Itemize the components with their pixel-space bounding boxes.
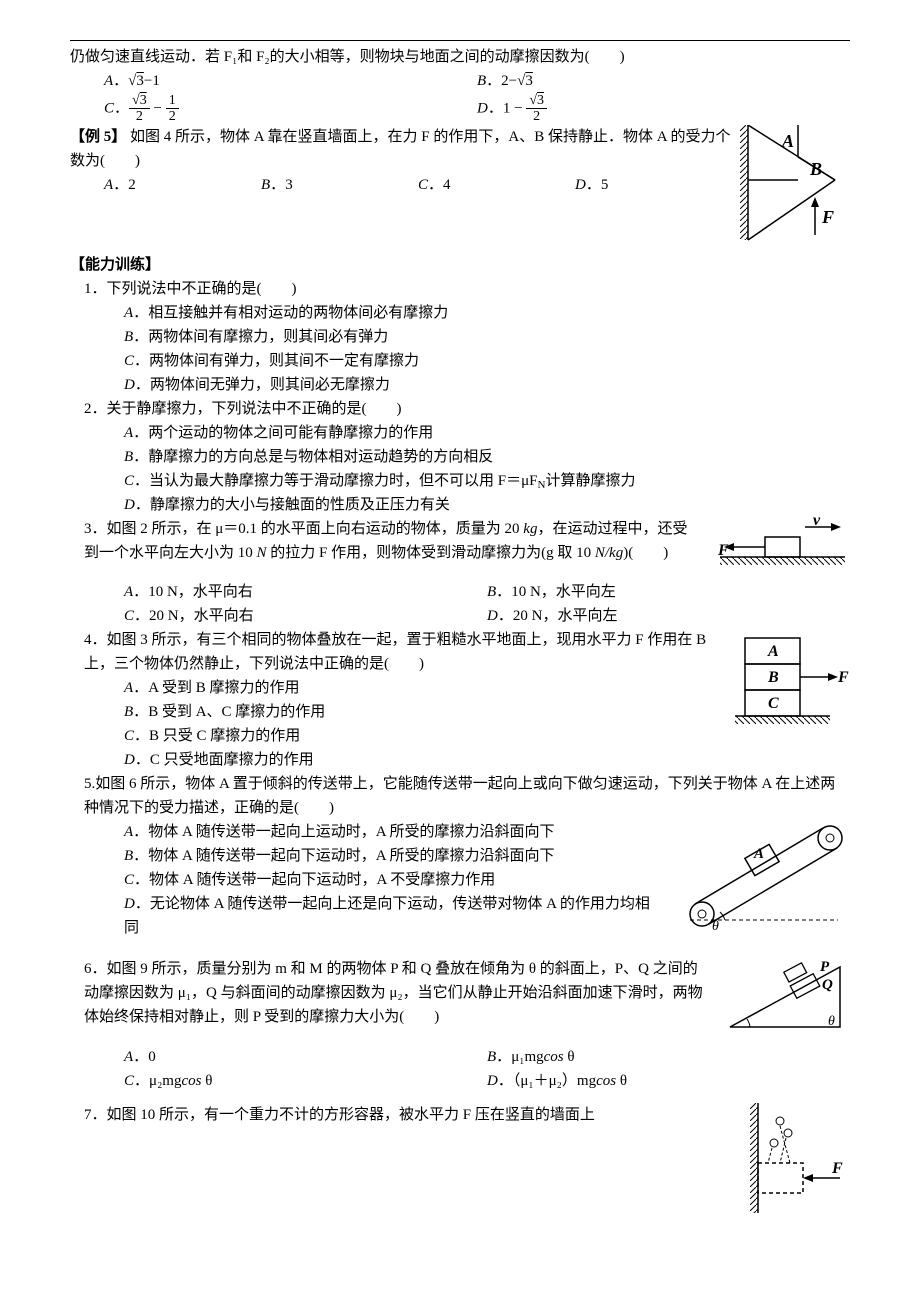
- opt-a: A．√3−1: [104, 69, 477, 93]
- opt-d: D．1 − √32: [477, 93, 850, 125]
- svg-text:Q: Q: [822, 977, 833, 993]
- label-A: A: [781, 131, 794, 151]
- q7-figure: F: [750, 1103, 850, 1221]
- opt-c: C．当认为最大静摩擦力等于滑动摩擦力时，但不可以用 F＝μFN计算静摩擦力: [124, 469, 850, 493]
- opt-b: B．B 受到 A、C 摩擦力的作用: [124, 700, 712, 724]
- training-header: 【能力训练】: [70, 253, 850, 277]
- opt-a: A．10 N，水平向右: [124, 580, 487, 604]
- q1-stem: 1．下列说法中不正确的是( ): [70, 277, 850, 301]
- q5-options: A．物体 A 随传送带一起向上运动时，A 所受的摩擦力沿斜面向下 B．物体 A …: [70, 820, 662, 940]
- q3-stem: 3．如图 2 所示，在 μ＝0.1 的水平面上向右运动的物体，质量为 20 kg…: [70, 517, 702, 565]
- q5-figure: A θ: [670, 820, 850, 943]
- opt-a: A．相互接触并有相对运动的两物体间必有摩擦力: [124, 301, 850, 325]
- opt-a: A．A 受到 B 摩擦力的作用: [124, 676, 712, 700]
- q4-figure: A B C F: [720, 628, 850, 746]
- q5-block: A．物体 A 随传送带一起向上运动时，A 所受的摩擦力沿斜面向下 B．物体 A …: [70, 820, 850, 943]
- opt-d: D．（μ₁＋μ₂）mgcos θ: [487, 1069, 850, 1093]
- svg-text:F: F: [837, 669, 849, 686]
- intro-text: 仍做匀速直线运动．若 F₁和 F₂的大小相等，则物块与地面之间的动摩擦因数为( …: [70, 49, 625, 65]
- opt-c: C．B 只受 C 摩擦力的作用: [124, 724, 712, 748]
- opt-d: D．无论物体 A 随传送带一起向上还是向下运动，传送带对物体 A 的作用力均相同: [124, 892, 662, 940]
- opt-b: B．两物体间有摩擦力，则其间必有弹力: [124, 325, 850, 349]
- opt-c: C．4: [418, 173, 575, 197]
- ex5-block: 【例 5】 如图 4 所示，物体 A 靠在竖直墙面上，在力 F 的作用下，A、B…: [70, 125, 850, 253]
- q6-block: 6．如图 9 所示，质量分别为 m 和 M 的两物体 P 和 Q 叠放在倾角为 …: [70, 957, 850, 1045]
- svg-text:θ: θ: [828, 1014, 835, 1029]
- q3-options: A．10 N，水平向右 B．10 N，水平向左 C．20 N，水平向右 D．20…: [70, 580, 850, 628]
- svg-text:P: P: [820, 959, 830, 975]
- label-F: F: [821, 207, 834, 227]
- ex5-stem: 【例 5】 如图 4 所示，物体 A 靠在竖直墙面上，在力 F 的作用下，A、B…: [70, 125, 732, 173]
- q4-block: 4．如图 3 所示，有三个相同的物体叠放在一起，置于粗糙水平地面上，现用水平力 …: [70, 628, 850, 772]
- opt-b: B．2−√3: [477, 69, 850, 93]
- opt-b: B．3: [261, 173, 418, 197]
- q6-figure: P Q θ: [720, 957, 850, 1045]
- opt-a: A．物体 A 随传送带一起向上运动时，A 所受的摩擦力沿斜面向下: [124, 820, 662, 844]
- opt-a: A．2: [104, 173, 261, 197]
- ex5-label: 【例 5】: [70, 129, 126, 145]
- svg-text:B: B: [767, 669, 779, 686]
- q7-stem: 7．如图 10 所示，有一个重力不计的方形容器，被水平力 F 压在竖直的墙面上: [70, 1103, 742, 1127]
- opt-a: A．0: [124, 1045, 487, 1069]
- opt-a: A．两个运动的物体之间可能有静摩擦力的作用: [124, 421, 850, 445]
- label-B: B: [809, 159, 822, 179]
- q3-block: 3．如图 2 所示，在 μ＝0.1 的水平面上向右运动的物体，质量为 20 kg…: [70, 517, 850, 580]
- opt-d: D．C 只受地面摩擦力的作用: [124, 748, 712, 772]
- page-header-line: 仍做匀速直线运动．若 F₁和 F₂的大小相等，则物块与地面之间的动摩擦因数为( …: [70, 40, 850, 69]
- svg-text:v: v: [813, 517, 821, 529]
- ex5-figure: A B F: [740, 125, 850, 253]
- opt-b: B．静摩擦力的方向总是与物体相对运动趋势的方向相反: [124, 445, 850, 469]
- svg-text:C: C: [768, 695, 779, 712]
- svg-text:A: A: [753, 846, 764, 862]
- svg-text:F: F: [717, 542, 729, 559]
- svg-text:θ: θ: [712, 919, 719, 934]
- q6-stem: 6．如图 9 所示，质量分别为 m 和 M 的两物体 P 和 Q 叠放在倾角为 …: [70, 957, 712, 1029]
- opt-c: C．物体 A 随传送带一起向下运动时，A 不受摩擦力作用: [124, 868, 662, 892]
- opt-d: D．两物体间无弹力，则其间必无摩擦力: [124, 373, 850, 397]
- q6-options: A．0 B．μ₁mgcos θ C．μ₂mgcos θ D．（μ₁＋μ₂）mgc…: [70, 1045, 850, 1093]
- opt-c: C．√32 − 12: [104, 93, 477, 125]
- q4-options: A．A 受到 B 摩擦力的作用 B．B 受到 A、C 摩擦力的作用 C．B 只受…: [70, 676, 712, 772]
- opt-d: D．静摩擦力的大小与接触面的性质及正压力有关: [124, 493, 850, 517]
- opt-d: D．5: [575, 173, 732, 197]
- opt-b: B．10 N，水平向左: [487, 580, 850, 604]
- svg-text:F: F: [831, 1160, 843, 1177]
- q4-stem: 4．如图 3 所示，有三个相同的物体叠放在一起，置于粗糙水平地面上，现用水平力 …: [70, 628, 712, 676]
- svg-text:A: A: [767, 643, 779, 660]
- opt-c: C．μ₂mgcos θ: [124, 1069, 487, 1093]
- opt-d: D．20 N，水平向左: [487, 604, 850, 628]
- opt-b: B．μ₁mgcos θ: [487, 1045, 850, 1069]
- q3-figure: F v: [710, 517, 850, 580]
- intro-options: A．√3−1 B．2−√3 C．√32 − 12 D．1 − √32: [70, 69, 850, 125]
- q5-stem: 5.如图 6 所示，物体 A 置于倾斜的传送带上，它能随传送带一起向上或向下做匀…: [70, 772, 850, 820]
- opt-c: C．两物体间有弹力，则其间不一定有摩擦力: [124, 349, 850, 373]
- ex5-options: A．2 B．3 C．4 D．5: [70, 173, 732, 197]
- opt-c: C．20 N，水平向右: [124, 604, 487, 628]
- opt-b: B．物体 A 随传送带一起向下运动时，A 所受的摩擦力沿斜面向下: [124, 844, 662, 868]
- q7-block: 7．如图 10 所示，有一个重力不计的方形容器，被水平力 F 压在竖直的墙面上 …: [70, 1103, 850, 1221]
- q2-options: A．两个运动的物体之间可能有静摩擦力的作用 B．静摩擦力的方向总是与物体相对运动…: [70, 421, 850, 517]
- q1-options: A．相互接触并有相对运动的两物体间必有摩擦力 B．两物体间有摩擦力，则其间必有弹…: [70, 301, 850, 397]
- q2-stem: 2．关于静摩擦力，下列说法中不正确的是( ): [70, 397, 850, 421]
